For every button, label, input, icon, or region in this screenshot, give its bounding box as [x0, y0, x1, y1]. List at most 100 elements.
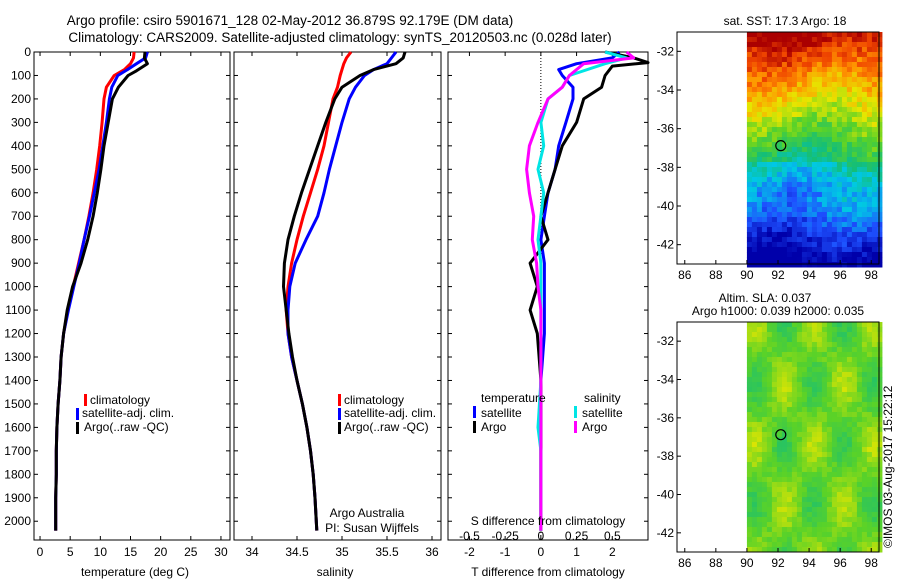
- map-cell: [851, 217, 858, 223]
- map-cell: [766, 237, 773, 243]
- map-cell: [871, 107, 878, 113]
- map-cell: [746, 47, 753, 53]
- map-cell: [846, 197, 853, 203]
- map-cell: [796, 142, 803, 148]
- map-cell: [791, 322, 798, 328]
- map-cell: [826, 327, 833, 333]
- map-cell: [781, 167, 788, 173]
- map-cell: [811, 347, 818, 353]
- map-cell: [826, 372, 833, 378]
- map-cell: [796, 462, 803, 468]
- map-cell: [756, 262, 763, 268]
- map-cell: [786, 227, 793, 233]
- map-cell: [856, 352, 863, 358]
- map-cell: [826, 347, 833, 353]
- map-cell: [796, 442, 803, 448]
- map-cell: [866, 197, 873, 203]
- map-cell: [861, 157, 868, 163]
- map-cell: [866, 142, 873, 148]
- map-cell: [776, 97, 783, 103]
- map-cell: [761, 542, 768, 548]
- map-cell: [816, 82, 823, 88]
- map-cell: [851, 52, 858, 58]
- map-cell: [831, 197, 838, 203]
- map-cell: [761, 232, 768, 238]
- map-cell: [836, 432, 843, 438]
- map-cell: [861, 502, 868, 508]
- map-cell: [871, 177, 878, 183]
- map-cell: [761, 72, 768, 78]
- map-cell: [871, 357, 878, 363]
- map-cell: [826, 227, 833, 233]
- map-cell: [806, 352, 813, 358]
- map-cell: [821, 242, 828, 248]
- map-cell: [791, 37, 798, 43]
- map-cell: [816, 417, 823, 423]
- map-cell: [756, 37, 763, 43]
- map-cell: [786, 247, 793, 253]
- map-cell: [751, 547, 758, 553]
- map-cell: [806, 357, 813, 363]
- map-cell: [796, 327, 803, 333]
- map-cell: [816, 92, 823, 98]
- map-cell: [806, 342, 813, 348]
- x-tick-label: 35.5: [375, 545, 399, 559]
- map-cell: [811, 247, 818, 253]
- map-cell: [826, 412, 833, 418]
- map-cell: [756, 32, 763, 38]
- map-cell: [781, 102, 788, 108]
- map-cell: [861, 342, 868, 348]
- map-cell: [876, 162, 883, 168]
- map-cell: [846, 402, 853, 408]
- map-cell: [776, 392, 783, 398]
- map-cell: [836, 382, 843, 388]
- map-cell: [746, 247, 753, 253]
- map-cell: [756, 252, 763, 258]
- map-cell: [821, 422, 828, 428]
- map-cell: [821, 392, 828, 398]
- map-cell: [846, 537, 853, 543]
- map-cell: [766, 67, 773, 73]
- map-cell: [746, 202, 753, 208]
- map-cell: [791, 212, 798, 218]
- map-cell: [761, 252, 768, 258]
- map-cell: [781, 452, 788, 458]
- map-cell: [831, 57, 838, 63]
- map-cell: [786, 192, 793, 198]
- map-cell: [806, 192, 813, 198]
- map-cell: [831, 142, 838, 148]
- map-cell: [781, 492, 788, 498]
- map-cell: [816, 232, 823, 238]
- map-cell: [796, 527, 803, 533]
- map-cell: [766, 87, 773, 93]
- map-cell: [826, 342, 833, 348]
- map-cell: [751, 217, 758, 223]
- map-cell: [866, 537, 873, 543]
- map-cell: [801, 72, 808, 78]
- map-x-tick-label: 94: [802, 556, 816, 570]
- map-cell: [846, 122, 853, 128]
- map-cell: [796, 412, 803, 418]
- map-cell: [801, 32, 808, 38]
- map-cell: [771, 157, 778, 163]
- map-cell: [761, 502, 768, 508]
- map-cell: [751, 417, 758, 423]
- map-cell: [856, 457, 863, 463]
- map-cell: [771, 107, 778, 113]
- map-cell: [871, 517, 878, 523]
- map-cell: [871, 192, 878, 198]
- map-cell: [801, 232, 808, 238]
- map-cell: [851, 57, 858, 63]
- map-cell: [761, 167, 768, 173]
- map-cell: [841, 442, 848, 448]
- map-cell: [811, 362, 818, 368]
- map-cell: [791, 82, 798, 88]
- map-cell: [791, 242, 798, 248]
- map-cell: [781, 327, 788, 333]
- map-cell: [816, 157, 823, 163]
- map-cell: [771, 242, 778, 248]
- map-cell: [851, 127, 858, 133]
- map-cell: [851, 402, 858, 408]
- y-tick-label: 1500: [4, 397, 31, 411]
- map-cell: [776, 517, 783, 523]
